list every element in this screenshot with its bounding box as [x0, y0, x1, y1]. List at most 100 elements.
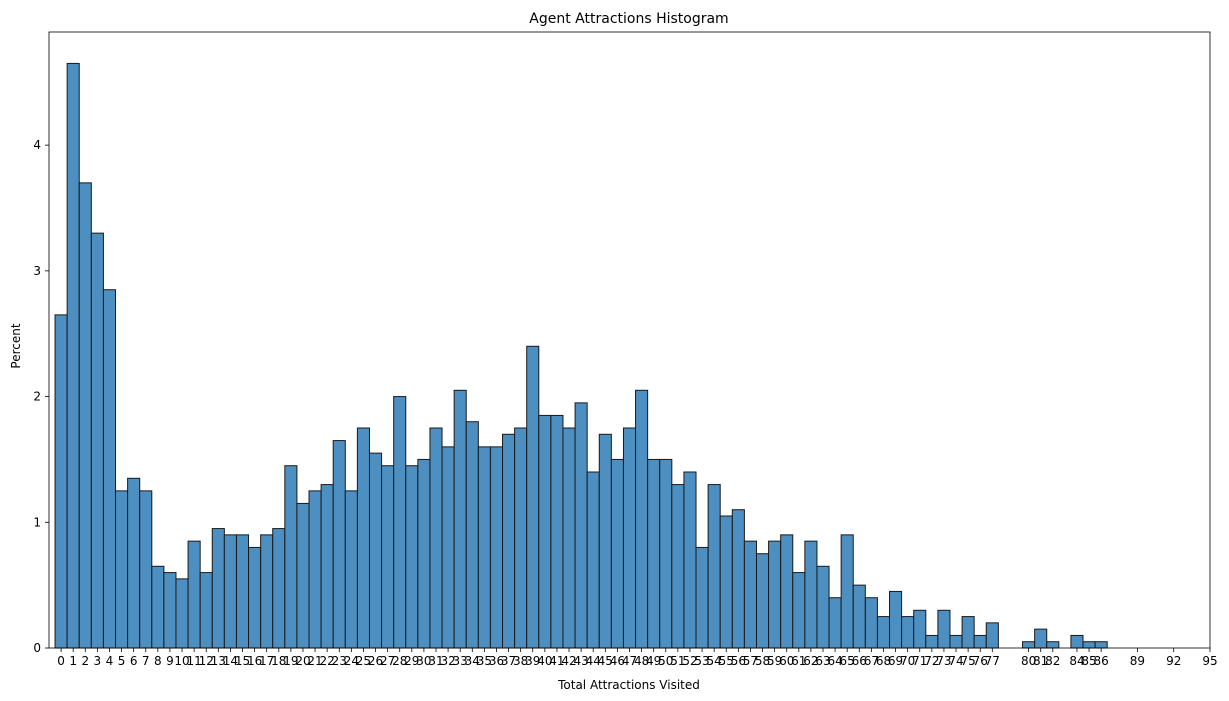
bar-33 [453, 389, 467, 649]
bar-4 [102, 289, 117, 649]
bar-51 [671, 484, 685, 649]
bar-43 [574, 402, 588, 649]
bar-70 [901, 616, 915, 649]
x-tick-label: 48 [634, 654, 649, 668]
bar-52 [683, 471, 697, 649]
bar-5 [115, 490, 129, 649]
bar-62 [804, 540, 818, 649]
bar-35 [477, 446, 491, 649]
x-tick-label: 13 [211, 654, 226, 668]
x-tick-label: 21 [307, 654, 322, 668]
x-tick-label: 47 [622, 654, 637, 668]
bar-29 [405, 465, 419, 649]
x-tick-label: 51 [670, 654, 685, 668]
x-tick-label: 58 [755, 654, 770, 668]
bar-27 [381, 465, 395, 649]
axes-frame [48, 31, 1211, 649]
bar-54 [707, 484, 721, 649]
bar-76 [973, 634, 987, 649]
x-tick-label: 32 [440, 654, 455, 668]
bar-46 [610, 458, 624, 649]
x-tick-label: 1 [69, 654, 77, 668]
bar-23 [332, 440, 346, 649]
bar-20 [296, 502, 310, 649]
bar-24 [344, 490, 358, 649]
x-tick-label: 14 [223, 654, 238, 668]
bar-68 [876, 616, 891, 649]
x-tick-label: 33 [453, 654, 468, 668]
x-tick-label: 10 [174, 654, 189, 668]
x-tick-label: 39 [525, 654, 540, 668]
bar-45 [598, 433, 612, 649]
bar-14 [223, 534, 237, 649]
bar-60 [780, 534, 794, 649]
x-tick-label: 80 [1021, 654, 1036, 668]
bar-41 [550, 414, 564, 649]
bar-67 [864, 597, 878, 649]
bar-39 [526, 345, 540, 649]
bar-58 [755, 553, 770, 649]
x-tick-label: 82 [1045, 654, 1060, 668]
x-axis-ticks: 0 1 2 3 4 5 6 7 8 9 101112131415161718192021222324… [57, 648, 1218, 668]
x-tick-label: 55 [719, 654, 734, 668]
bar-42 [562, 427, 576, 649]
bar-63 [816, 565, 830, 649]
x-tick-label: 5 [118, 654, 126, 668]
x-tick-label: 31 [428, 654, 443, 668]
y-tick-label: 3 [33, 264, 41, 278]
x-tick-label: 86 [1094, 654, 1109, 668]
bar-55 [719, 515, 733, 649]
x-tick-label: 41 [549, 654, 564, 668]
x-tick-label: 17 [259, 654, 274, 668]
bar-8 [151, 565, 165, 649]
x-tick-label: 7 [142, 654, 150, 668]
x-tick-label: 4 [106, 654, 114, 668]
x-tick-label: 12 [199, 654, 214, 668]
bar-3 [90, 232, 104, 649]
x-tick-label: 30 [416, 654, 431, 668]
y-tick-label: 2 [33, 390, 41, 404]
x-tick-label: 2 [81, 654, 89, 668]
bar-26 [368, 452, 383, 649]
bar-75 [961, 616, 975, 649]
x-tick-label: 75 [960, 654, 975, 668]
bar-21 [308, 490, 322, 649]
bar-15 [235, 534, 250, 649]
bar-82 [1046, 641, 1060, 649]
x-tick-label: 74 [948, 654, 963, 668]
x-tick-label: 66 [852, 654, 867, 668]
x-tick-label: 34 [465, 654, 480, 668]
x-tick-label: 0 [57, 654, 65, 668]
bar-22 [320, 484, 334, 649]
x-tick-label: 16 [247, 654, 262, 668]
x-tick-label: 76 [973, 654, 988, 668]
x-tick-label: 35 [477, 654, 492, 668]
bar-56 [731, 509, 745, 649]
x-tick-label: 52 [682, 654, 697, 668]
x-tick-label: 63 [815, 654, 830, 668]
x-tick-label: 73 [936, 654, 951, 668]
x-tick-label: 15 [235, 654, 250, 668]
x-tick-label: 29 [404, 654, 419, 668]
x-tick-label: 38 [513, 654, 528, 668]
x-axis-label: Total Attractions Visited [557, 678, 700, 692]
x-tick-label: 44 [586, 654, 601, 668]
x-tick-label: 42 [561, 654, 576, 668]
bar-37 [502, 433, 516, 649]
x-tick-label: 71 [912, 654, 927, 668]
x-tick-label: 27 [380, 654, 395, 668]
x-tick-label: 26 [368, 654, 383, 668]
bar-13 [211, 528, 225, 649]
bar-19 [284, 465, 298, 649]
x-tick-label: 46 [610, 654, 625, 668]
x-tick-label: 72 [924, 654, 939, 668]
x-tick-label: 68 [876, 654, 891, 668]
bar-84 [1070, 634, 1084, 649]
x-tick-label: 61 [791, 654, 806, 668]
bar-36 [489, 446, 504, 649]
x-tick-label: 18 [271, 654, 286, 668]
bar-80 [1022, 641, 1036, 649]
bar-65 [840, 534, 854, 649]
x-tick-label: 37 [501, 654, 516, 668]
